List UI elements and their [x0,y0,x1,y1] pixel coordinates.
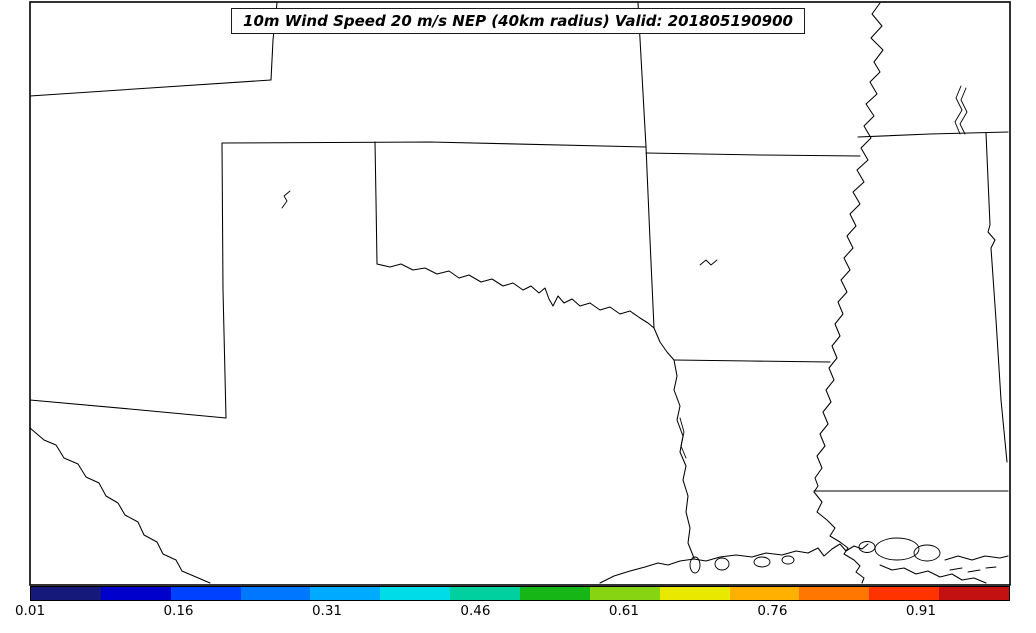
colorbar-segment [729,587,800,600]
colorbar-tick-label: 0.91 [905,603,936,619]
colorbar-segment [939,587,1010,600]
coast-below-pontchartrain [879,564,987,584]
colorbar-segment [380,587,451,600]
colorbar-segment [100,587,171,600]
state-borders [29,2,1009,584]
border-ar-la [673,359,831,363]
colorbar-tick-label: 0.16 [163,603,194,619]
lake-meredith-squiggle [281,190,291,209]
gulf-coastline [599,543,869,584]
border-rio-grande [29,427,211,584]
tennessee-river [954,85,963,135]
border-ks-mo-ok-ar [637,2,655,329]
border-tx-panhandle-west [221,142,227,419]
border-nm-tx [29,399,227,419]
white-lake [781,555,795,565]
barrier-island-2 [967,569,981,573]
mississippi-river [813,2,884,493]
colorbar-tick-label: 0.01 [14,603,46,619]
border-tx-la-sabine [673,359,695,559]
colorbar-segment [450,587,521,600]
border-tx-panhandle-east [374,141,378,265]
lake-borgne [913,544,941,562]
colorbar-segment [659,587,730,600]
border-nm-co [29,79,272,97]
calcasieu-lake [714,557,730,571]
border-tn-ms [857,131,1009,138]
border-mo-ar [645,152,861,157]
barrier-island-3 [985,566,997,569]
border-ks-ok [221,141,647,148]
border-red-river-tx-ok [376,263,655,329]
colorbar-segment [520,587,590,600]
ms-sound-coastline [944,555,1009,561]
colorbar-segment [310,587,381,600]
coastline-and-lakes [281,190,1009,584]
colorbar-segment [31,587,101,600]
grand-lake [753,556,771,568]
border-ar-tx [653,327,675,361]
lower-mississippi-river [813,491,865,584]
arkansas-river-squiggle [699,259,718,266]
colorbar-tick-label: 0.46 [460,603,491,619]
lake-pontchartrain [874,537,920,561]
border-ms-al [985,132,1008,463]
plot-title: 10m Wind Speed 20 m/s NEP (40km radius) … [231,8,805,34]
plot-title-text: 10m Wind Speed 20 m/s NEP (40km radius) … [243,12,793,30]
colorbar-tick-label: 0.31 [311,603,342,619]
barrier-island-1 [949,567,963,571]
colorbar-segment [799,587,870,600]
colorbar-segment [170,587,241,600]
toledo-bend-reservoir [679,417,687,459]
colorbar-tick-label: 0.61 [608,603,639,619]
tennessee-river-echo [959,87,968,135]
colorbar-tick-label: 0.76 [757,603,788,619]
colorbar-segment [869,587,940,600]
colorbar-segment [589,587,660,600]
map-frame [29,1,1011,586]
colorbar [30,586,1010,601]
colorbar-segment [240,587,311,600]
lake-maurepas [858,541,876,553]
sabine-lake [689,556,701,574]
